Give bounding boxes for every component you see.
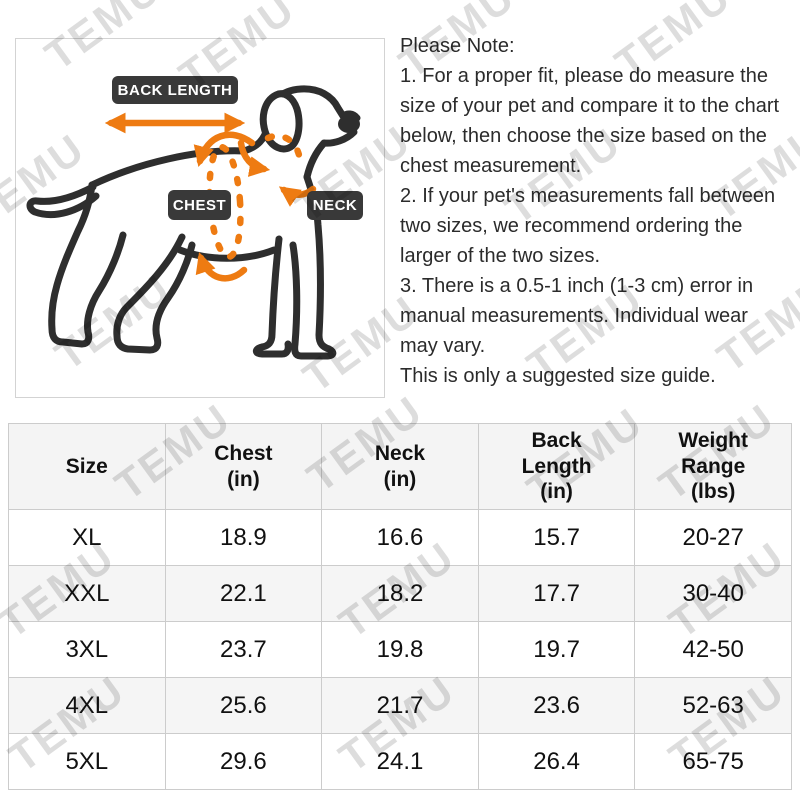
back-length-label: BACK LENGTH <box>112 76 238 104</box>
cell-chest: 22.1 <box>164 565 323 622</box>
chest-girth-dashed-ellipse <box>206 143 244 261</box>
dog-outline <box>26 85 361 360</box>
table-row-4xl: 4XL 25.6 21.7 23.6 52-63 <box>8 677 792 734</box>
size-table-header-row: Size Chest (in) Neck (in) Back Length (i… <box>8 423 792 510</box>
cell-chest: 18.9 <box>164 509 323 566</box>
note-line: manual measurements. Individual wear <box>400 305 748 327</box>
dog-line-art-illustration <box>26 85 361 360</box>
chest-label: CHEST <box>168 190 231 220</box>
chest-upper-arrow <box>193 131 256 168</box>
table-row-xxl: XXL 22.1 18.2 17.7 30-40 <box>8 565 792 622</box>
cell-weight: 52-63 <box>634 677 792 734</box>
neck-label: NECK <box>307 191 363 220</box>
cell-back-length: 15.7 <box>477 509 636 566</box>
cell-back-length: 17.7 <box>477 565 636 622</box>
cell-size: XXL <box>8 565 166 622</box>
col-header-weight-range: Weight Range (lbs) <box>634 423 792 510</box>
cell-weight: 20-27 <box>634 509 792 566</box>
cell-size: XL <box>8 509 166 566</box>
note-line: 1. For a proper fit, please do measure t… <box>400 65 768 87</box>
note-line: larger of the two sizes. <box>400 245 601 267</box>
note-line: may vary. <box>400 335 486 357</box>
cell-size: 5XL <box>8 733 166 790</box>
table-row-3xl: 3XL 23.7 19.8 19.7 42-50 <box>8 621 792 678</box>
col-header-back-length: Back Length (in) <box>477 423 636 510</box>
note-line: two sizes, we recommend ordering the <box>400 215 743 237</box>
dog-nose <box>338 115 360 133</box>
note-line: size of your pet and compare it to the c… <box>400 95 780 117</box>
note-line: Please Note: <box>400 35 515 57</box>
table-row-5xl: 5XL 29.6 24.1 26.4 65-75 <box>8 733 792 790</box>
dog-measurement-diagram: BACK LENGTH CHEST NECK <box>15 38 385 398</box>
cell-size: 3XL <box>8 621 166 678</box>
cell-chest: 23.7 <box>164 621 323 678</box>
neck-right-arrow <box>278 185 317 207</box>
cell-weight: 65-75 <box>634 733 792 790</box>
cell-chest: 29.6 <box>164 733 323 790</box>
cell-size: 4XL <box>8 677 166 734</box>
note-line: chest measurement. <box>400 155 582 177</box>
size-table: Size Chest (in) Neck (in) Back Length (i… <box>8 423 792 790</box>
chest-lower-arrow <box>195 252 248 282</box>
cell-neck: 18.2 <box>321 565 479 622</box>
neck-dashed-arc <box>264 132 303 159</box>
cell-neck: 21.7 <box>321 677 479 734</box>
note-text-block: Please Note: 1. For a proper fit, please… <box>400 31 798 391</box>
cell-weight: 30-40 <box>634 565 792 622</box>
cell-back-length: 23.6 <box>477 677 636 734</box>
note-line: 2. If your pet's measurements fall betwe… <box>400 185 776 207</box>
cell-neck: 16.6 <box>321 509 479 566</box>
note-line: below, then choose the size based on the <box>400 125 767 147</box>
cell-neck: 19.8 <box>321 621 479 678</box>
col-header-chest: Chest (in) <box>164 423 323 510</box>
table-row-xl: XL 18.9 16.6 15.7 20-27 <box>8 509 792 566</box>
cell-back-length: 19.7 <box>477 621 636 678</box>
cell-weight: 42-50 <box>634 621 792 678</box>
col-header-neck: Neck (in) <box>321 423 479 510</box>
col-header-size: Size <box>8 423 166 510</box>
note-line: 3. There is a 0.5-1 inch (1-3 cm) error … <box>400 275 754 297</box>
neck-left-arrow <box>237 139 271 177</box>
cell-back-length: 26.4 <box>477 733 636 790</box>
note-line: This is only a suggested size guide. <box>400 365 716 387</box>
cell-chest: 25.6 <box>164 677 323 734</box>
measurement-marks <box>104 112 317 282</box>
cell-neck: 24.1 <box>321 733 479 790</box>
